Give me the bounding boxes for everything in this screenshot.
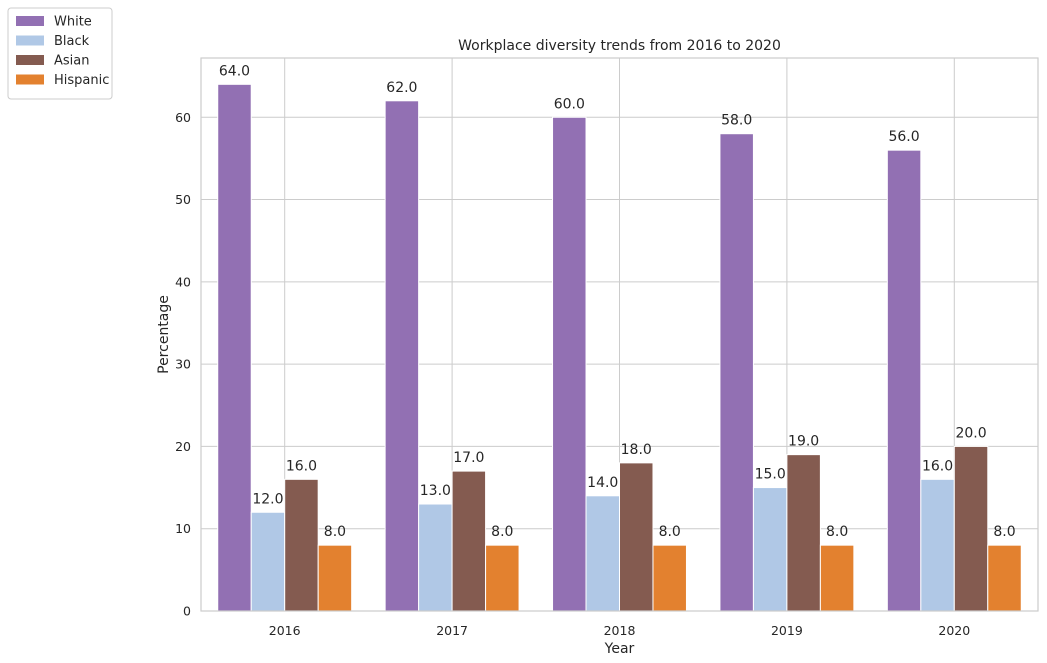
bar-value-label: 8.0 — [491, 524, 513, 540]
y-tick-label: 10 — [175, 521, 191, 536]
legend-swatch-white — [16, 16, 44, 26]
legend-swatch-hispanic — [16, 74, 44, 85]
bar-black-2017 — [418, 503, 453, 612]
y-tick-label: 0 — [183, 604, 191, 619]
chart-title: Workplace diversity trends from 2016 to … — [458, 38, 781, 54]
legend-label-white: White — [54, 15, 92, 30]
y-tick-label: 60 — [175, 110, 191, 125]
x-tick-label: 2016 — [269, 623, 301, 638]
bar-value-label: 18.0 — [621, 442, 652, 458]
y-axis-ticks: 0 10 20 30 40 50 60 — [175, 110, 191, 619]
bar-black-2019 — [752, 487, 788, 612]
bar-value-label: 12.0 — [252, 491, 283, 507]
bar-hispanic-2019 — [819, 544, 855, 612]
y-tick-label: 30 — [175, 357, 191, 372]
bars — [217, 83, 1022, 612]
x-tick-label: 2020 — [938, 623, 970, 638]
legend-label-asian: Asian — [54, 54, 89, 69]
legend-label-hispanic: Hispanic — [54, 73, 109, 88]
bar-asian-2019 — [786, 454, 821, 612]
bar-white-2018 — [552, 116, 587, 612]
x-tick-label: 2018 — [604, 623, 636, 638]
bar-white-2017 — [384, 100, 420, 612]
bar-value-label: 64.0 — [219, 63, 250, 79]
bar-black-2020 — [920, 478, 955, 612]
y-tick-label: 50 — [175, 192, 191, 207]
bar-value-label: 58.0 — [721, 113, 752, 129]
bar-white-2016 — [217, 83, 252, 612]
y-tick-label: 20 — [175, 439, 191, 454]
plot-frame — [200, 57, 1039, 612]
bar-asian-2016 — [284, 478, 319, 612]
x-tick-label: 2019 — [771, 623, 803, 638]
x-axis-title: Year — [604, 641, 635, 657]
bar-value-label: 8.0 — [826, 524, 848, 540]
bar-hispanic-2018 — [652, 544, 687, 612]
legend-swatch-asian — [16, 55, 44, 65]
bar-hispanic-2020 — [987, 544, 1022, 612]
bar-value-label: 14.0 — [587, 475, 618, 491]
bar-hispanic-2016 — [317, 544, 353, 612]
bar-asian-2017 — [451, 470, 487, 612]
legend-label-black: Black — [54, 34, 90, 49]
bar-value-label: 15.0 — [755, 467, 786, 483]
bar-value-label: 56.0 — [888, 129, 919, 145]
bar-value-label: 19.0 — [788, 434, 819, 450]
y-tick-label: 40 — [175, 274, 191, 289]
bar-asian-2020 — [953, 445, 989, 612]
bar-white-2019 — [719, 133, 754, 612]
bar-value-label: 8.0 — [324, 524, 346, 540]
bar-black-2018 — [585, 495, 621, 612]
legend-swatch-black — [16, 35, 44, 46]
bar-value-label: 16.0 — [286, 458, 317, 474]
x-axis-ticks: 2016 2017 2018 2019 2020 — [269, 623, 970, 638]
bar-value-label: 8.0 — [993, 524, 1015, 540]
x-tick-label: 2017 — [436, 623, 468, 638]
bar-hispanic-2017 — [485, 544, 520, 612]
bar-value-label: 17.0 — [453, 450, 484, 466]
bar-value-label: 16.0 — [922, 458, 953, 474]
legend: White Black Asian Hispanic — [7, 7, 113, 100]
bar-asian-2018 — [619, 462, 654, 612]
bar-value-label: 20.0 — [955, 425, 986, 441]
bar-value-label: 8.0 — [659, 524, 681, 540]
bar-value-label: 60.0 — [554, 96, 585, 112]
bar-value-label: 62.0 — [386, 80, 417, 96]
bar-white-2020 — [886, 149, 922, 612]
bar-value-label: 13.0 — [420, 483, 451, 499]
bar-black-2016 — [250, 511, 286, 612]
bar-labels: 64.0 62.0 60.0 58.0 56.0 12.0 13.0 14.0 15.0 16.0… — [219, 63, 1016, 540]
y-axis-title: Percentage — [156, 295, 172, 374]
